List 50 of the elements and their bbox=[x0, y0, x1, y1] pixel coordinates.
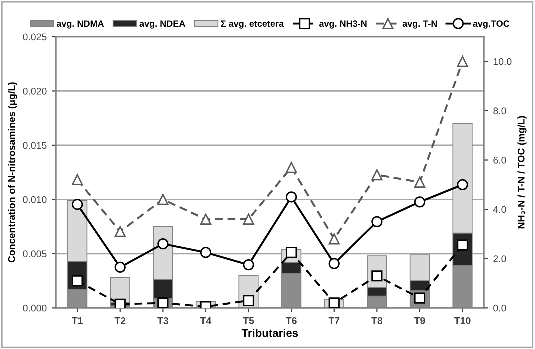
point bbox=[328, 234, 340, 245]
legend-label: avg.TOC bbox=[473, 20, 510, 29]
point bbox=[200, 247, 212, 258]
x-tick-label: T4 bbox=[200, 318, 212, 324]
legend-label: avg. NDMA bbox=[56, 20, 104, 29]
y2-tick-label: 4.0 bbox=[493, 206, 506, 214]
x-tick-label: T7 bbox=[328, 318, 340, 324]
point bbox=[457, 56, 468, 68]
point bbox=[243, 295, 254, 306]
point bbox=[72, 174, 84, 186]
point bbox=[158, 238, 169, 250]
x-tick-label: T6 bbox=[286, 317, 297, 324]
y2-tick-label: 6.0 bbox=[494, 156, 506, 164]
point bbox=[72, 199, 84, 210]
y2-tick-label: 10.0 bbox=[494, 58, 512, 66]
point bbox=[158, 194, 169, 206]
point bbox=[328, 298, 340, 308]
y2-tick-label: 0.0 bbox=[494, 304, 506, 312]
x-tick-label: T8 bbox=[372, 317, 383, 324]
y-tick-label: 0.025 bbox=[23, 34, 47, 41]
point bbox=[414, 196, 426, 208]
y2-axis-title: NH₃-N / T-N / TOC (mg/L) bbox=[518, 116, 527, 229]
x-tick-label: T2 bbox=[114, 317, 126, 324]
point bbox=[243, 214, 254, 225]
y2-tick-label: 2.0 bbox=[494, 256, 506, 262]
y-tick-label: 0.020 bbox=[23, 88, 47, 95]
point bbox=[372, 169, 383, 181]
y-axis-title: Concentration of N-nitrosamines (μg/L) bbox=[8, 82, 18, 263]
legend-label: avg. NDEA bbox=[140, 20, 186, 29]
point bbox=[200, 214, 212, 225]
y-tick-label: 0.010 bbox=[23, 196, 47, 204]
y2-tick-label: 8.0 bbox=[494, 108, 506, 115]
y-tick-label: 0.015 bbox=[23, 142, 47, 150]
point bbox=[414, 176, 426, 188]
x-tick-label: T9 bbox=[414, 317, 426, 324]
x-tick-label: T1 bbox=[72, 318, 83, 324]
x-tick-label: T5 bbox=[243, 318, 254, 324]
y-tick-label: 0.000 bbox=[23, 304, 47, 312]
point bbox=[158, 298, 169, 308]
point bbox=[286, 162, 298, 174]
y-tick-label: 0.005 bbox=[23, 250, 47, 258]
legend-label: Σ avg. etcetera bbox=[221, 20, 284, 29]
legend-label: avg. T-N bbox=[402, 20, 438, 29]
x-axis-title: Tributaries bbox=[242, 329, 298, 338]
x-tick-label: T10 bbox=[454, 317, 471, 324]
x-tick-label: T3 bbox=[158, 317, 168, 324]
point bbox=[114, 298, 126, 308]
point bbox=[114, 226, 126, 238]
legend-label: avg. NH3-N bbox=[319, 20, 367, 29]
point bbox=[457, 179, 468, 190]
